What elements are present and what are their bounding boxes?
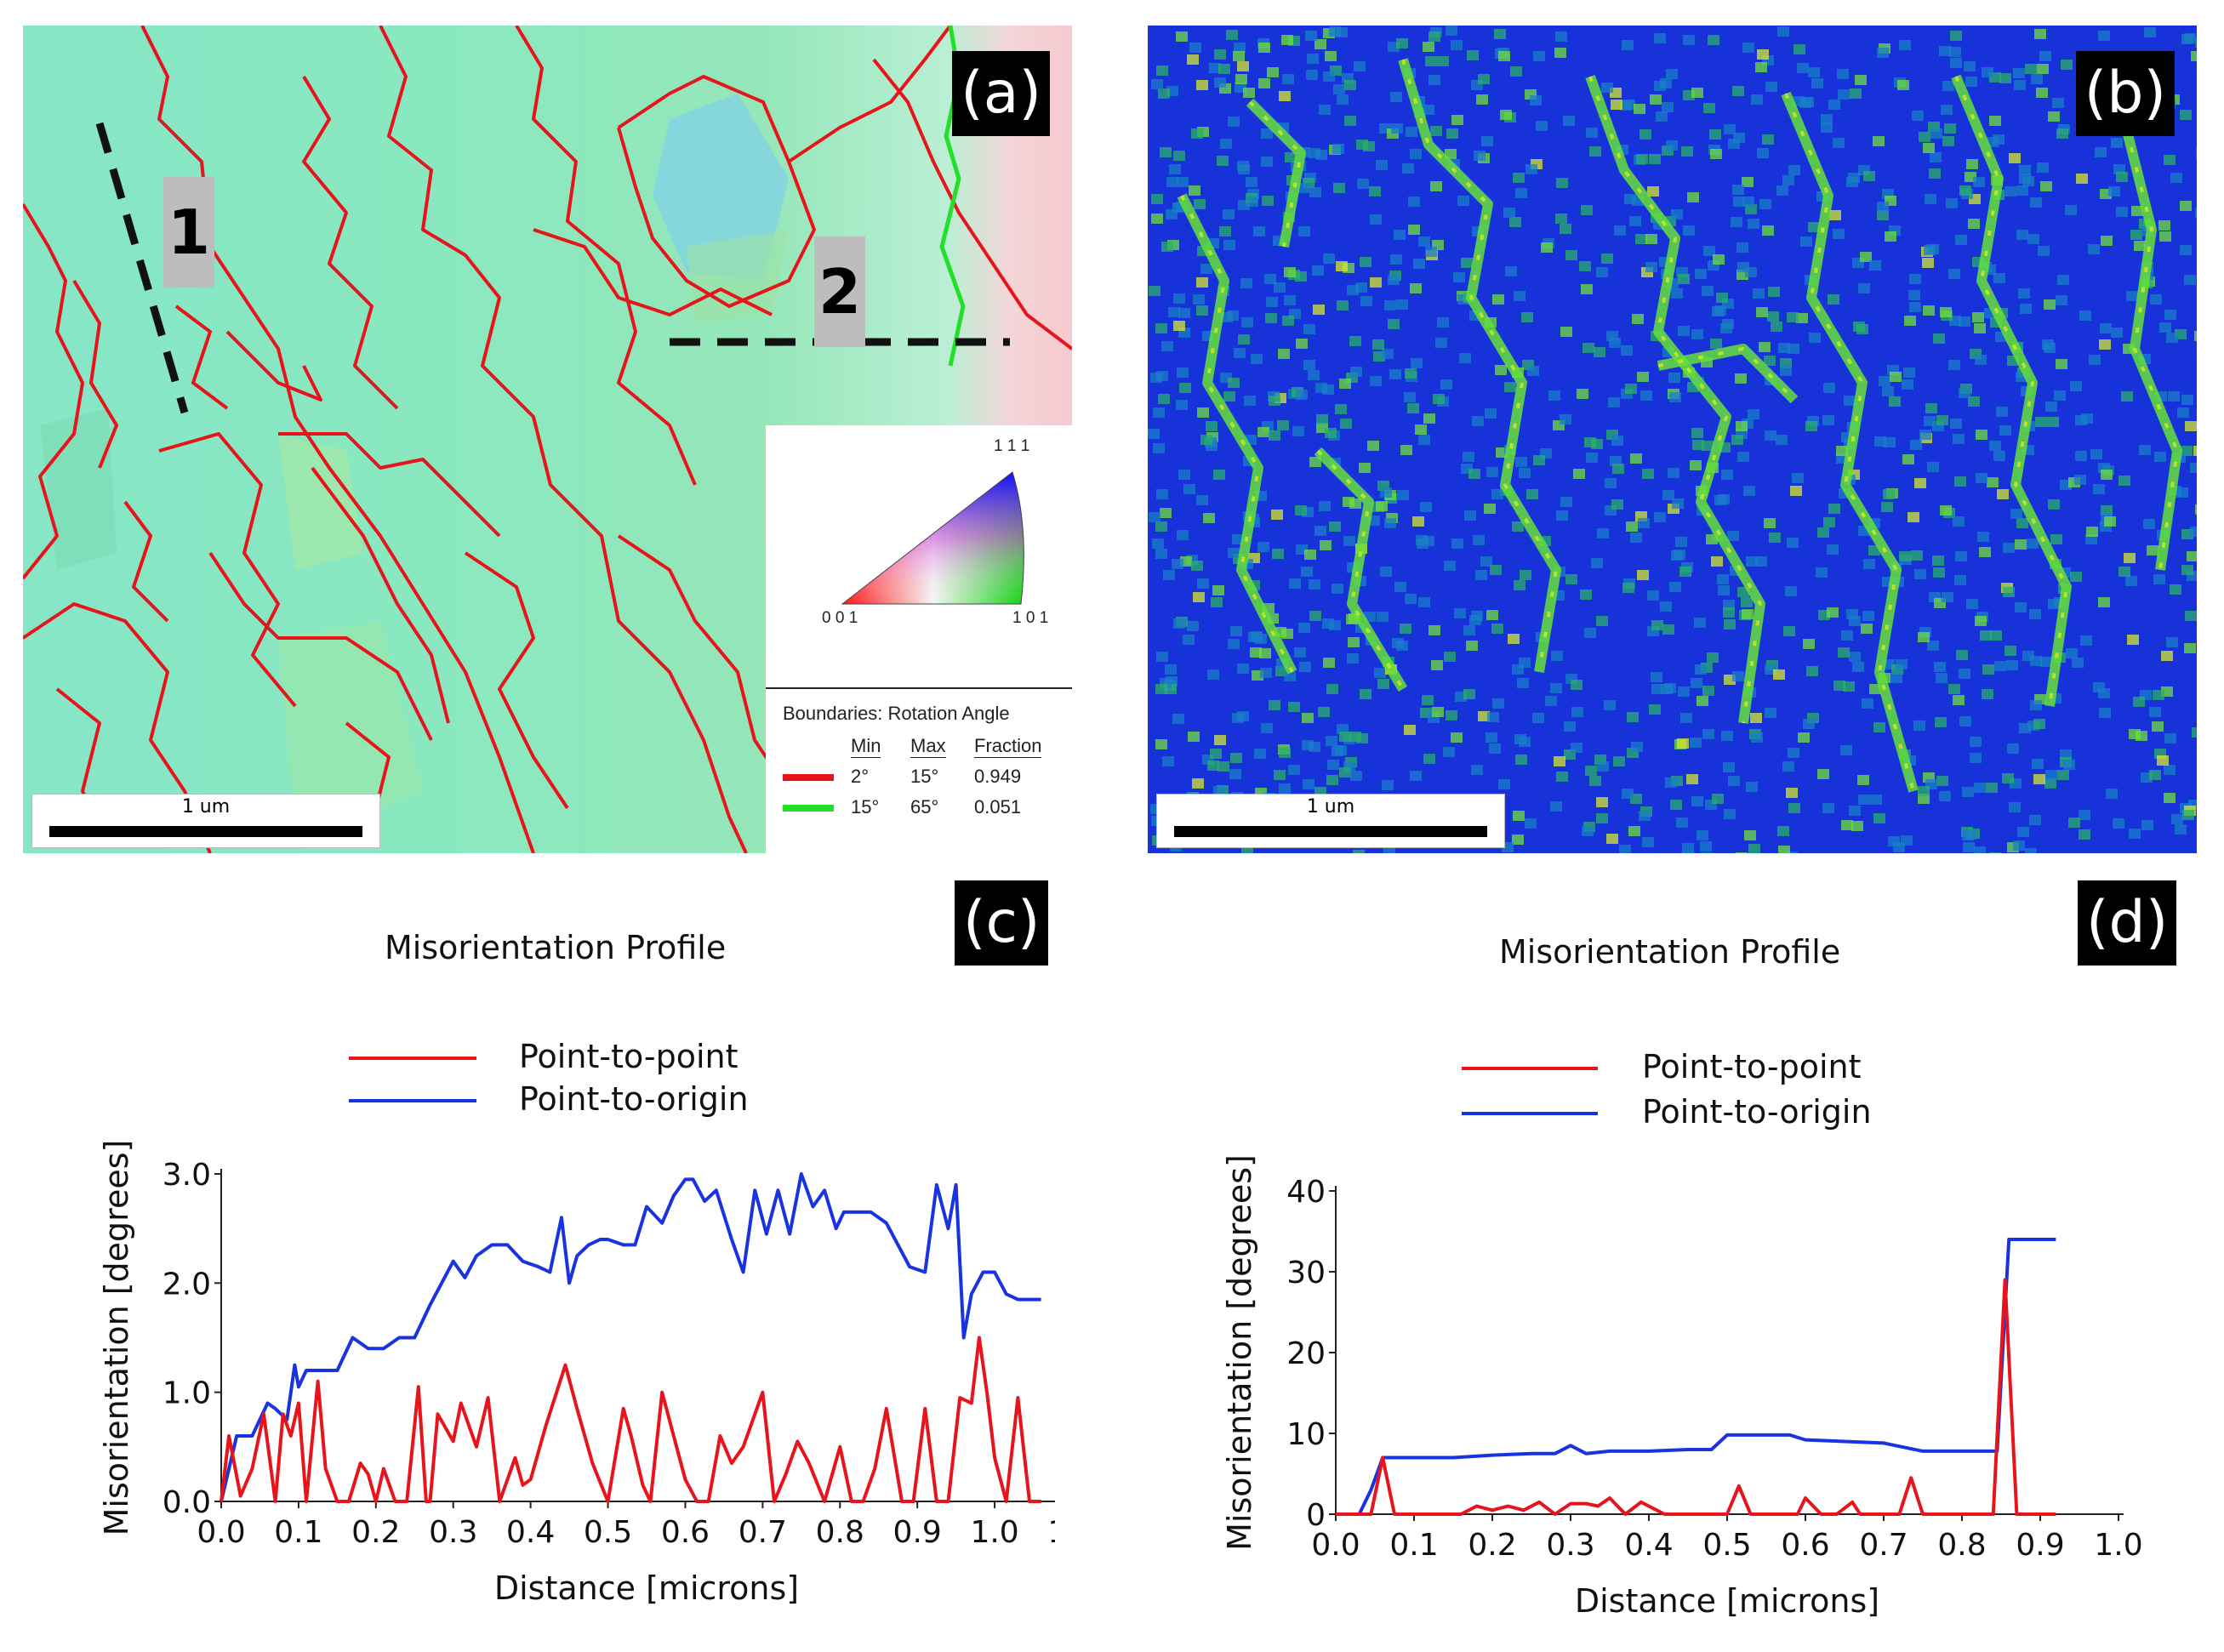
chart-d-y-tick-label: 20 (1286, 1336, 1326, 1371)
chart-c-x-tick-label: 0.3 (429, 1515, 477, 1550)
chart-d-y-tick-label: 10 (1286, 1417, 1326, 1452)
legend-label-c-ptp: Point-to-point (519, 1038, 738, 1075)
line-marker-2: 2 (814, 236, 865, 347)
panel-tag-d: (d) (2078, 880, 2177, 966)
chart-c-series-point-to-point (220, 1336, 1041, 1503)
chart-c-x-tick-label: 0.7 (738, 1515, 787, 1550)
chart-d-series-point-to-point (1336, 1278, 2056, 1516)
scale-bar-label: 1 um (181, 796, 231, 817)
chart-c-x-tick-label: 0.9 (893, 1515, 942, 1550)
chart-d-x-tick-label: 0.8 (1937, 1528, 1986, 1563)
chart-c-x-tick-label: 0.5 (584, 1515, 632, 1550)
chart-d-x-tick-label: 0.4 (1624, 1528, 1673, 1563)
row2-min: 15° (851, 796, 880, 817)
chart-d-axes: 0.0 0.1 0.2 0.3 0.4 0.5 0.6 0.7 0.8 0.9 1.0 0 10 20 30… (1221, 1157, 2143, 1620)
chart-c-y-axis-label: Misorientation [degrees] (98, 1140, 135, 1535)
chart-d-x-tick-label: 0.1 (1389, 1528, 1438, 1563)
chart-d-x-tick-label: 0.0 (1311, 1528, 1360, 1563)
chart-d-x-axis-label: Distance [microns] (1575, 1582, 1879, 1620)
chart-d-y-tick-label: 40 (1286, 1175, 1326, 1210)
legend-divider (766, 687, 1072, 689)
chart-d-x-tick-label: 1.0 (2094, 1528, 2142, 1563)
scale-bar-line (49, 826, 362, 837)
chart-title-d: Misorientation Profile (1499, 933, 1841, 971)
header-min: Min (851, 735, 881, 758)
grain-boundary-overlay (23, 26, 1072, 853)
header-fraction: Fraction (974, 735, 1042, 758)
legend-label-d-ptp: Point-to-point (1642, 1048, 1862, 1085)
chart-d-x-tick-label: 0.5 (1702, 1528, 1751, 1563)
chart-c-x-tick-label: 0.0 (197, 1515, 245, 1550)
scale-bar-b: 1 um (1156, 794, 1505, 848)
chart-c-series-point-to-origin (220, 1172, 1041, 1502)
chart-c-y-tick-label: 3.0 (163, 1158, 211, 1193)
chart-d-x-tick-label: 0.6 (1781, 1528, 1829, 1563)
chart-c-axes: 0.0 0.1 0.2 0.3 0.4 0.5 0.6 0.7 0.8 0.9 1.0 1.1 0.0 1… (98, 1140, 1055, 1607)
legend-swatch-c-ptp (349, 1057, 476, 1060)
misorientation-chart-c: 0.0 0.1 0.2 0.3 0.4 0.5 0.6 0.7 0.8 0.9 1.0 1.1 0.0 1… (98, 1140, 1055, 1607)
chart-c-x-tick-label: 0.4 (506, 1515, 555, 1550)
chart-c-y-tick-label: 2.0 (163, 1267, 211, 1302)
chart-c-x-tick-label: 1.0 (970, 1515, 1018, 1550)
scale-bar-label: 1 um (1306, 796, 1355, 817)
legend-swatch-d-pto (1462, 1112, 1598, 1115)
legend-label-d-pto: Point-to-origin (1642, 1093, 1872, 1131)
row1-fraction: 0.949 (974, 766, 1022, 787)
row1-max: 15° (910, 766, 939, 787)
chart-c-x-tick-label: 0.8 (816, 1515, 864, 1550)
chart-c-x-axis-label: Distance [microns] (494, 1569, 799, 1607)
chart-d-x-tick-label: 0.2 (1468, 1528, 1516, 1563)
chart-c-x-tick-label: 0.1 (274, 1515, 322, 1550)
chart-d-y-tick-label: 0 (1306, 1498, 1326, 1533)
legend-swatch-d-ptp (1462, 1067, 1598, 1070)
chart-d-y-tick-label: 30 (1286, 1256, 1326, 1290)
chart-d-x-tick-label: 0.7 (1859, 1528, 1908, 1563)
line-profile-1 (95, 122, 189, 414)
scale-bar-a: 1 um (31, 794, 380, 848)
boundaries-title: Boundaries: Rotation Angle (783, 703, 1010, 724)
chart-d-y-axis-label: Misorientation [degrees] (1221, 1157, 1258, 1551)
panel-tag-b: (b) (2075, 51, 2175, 136)
panel-tag-c: (c) (955, 880, 1049, 966)
ipf-legend: 1 1 1 0 0 1 1 0 1 Boundaries: Rotation A… (766, 425, 1072, 853)
boundary-swatch-low (783, 774, 834, 781)
misorientation-chart-d: 0.0 0.1 0.2 0.3 0.4 0.5 0.6 0.7 0.8 0.9 1.0 0 10 20 30… (1221, 1157, 2143, 1620)
line-marker-1: 1 (163, 177, 214, 288)
chart-d-x-tick-label: 0.9 (2016, 1528, 2064, 1563)
chart-c-y-tick-label: 1.0 (163, 1376, 211, 1411)
legend-label-c-pto: Point-to-origin (519, 1080, 749, 1118)
chart-c-x-tick-label: 0.6 (661, 1515, 710, 1550)
panel-tag-a: (a) (952, 51, 1050, 136)
kam-texture (1148, 26, 2197, 853)
scale-bar-line (1174, 826, 1487, 837)
chart-c-y-tick-label: 0.0 (163, 1485, 211, 1520)
header-max: Max (910, 735, 946, 758)
ipf-label-111: 1 1 1 (994, 437, 1030, 455)
boundary-swatch-high (783, 805, 834, 812)
chart-d-series-point-to-origin (1336, 1238, 2056, 1516)
legend-swatch-c-pto (349, 1099, 476, 1102)
chart-d-x-tick-label: 0.3 (1546, 1528, 1594, 1563)
ipf-label-101: 1 0 1 (1012, 609, 1049, 627)
ipf-orientation-map: 1 2 (a) 1 1 1 0 0 1 1 0 1 Boundaries: Ro… (23, 26, 1072, 853)
kam-map: (b) 1 um (1148, 26, 2197, 853)
row2-fraction: 0.051 (974, 796, 1022, 817)
row1-min: 2° (851, 766, 870, 787)
ipf-label-001: 0 0 1 (822, 609, 858, 627)
kam-overlay (1148, 26, 2197, 853)
chart-c-x-tick-label: 0.2 (351, 1515, 400, 1550)
ipf-triangle (841, 471, 1024, 605)
chart-c-x-tick-label: 1.1 (1047, 1515, 1055, 1550)
row2-max: 65° (910, 796, 939, 817)
chart-title-c: Misorientation Profile (385, 929, 727, 966)
